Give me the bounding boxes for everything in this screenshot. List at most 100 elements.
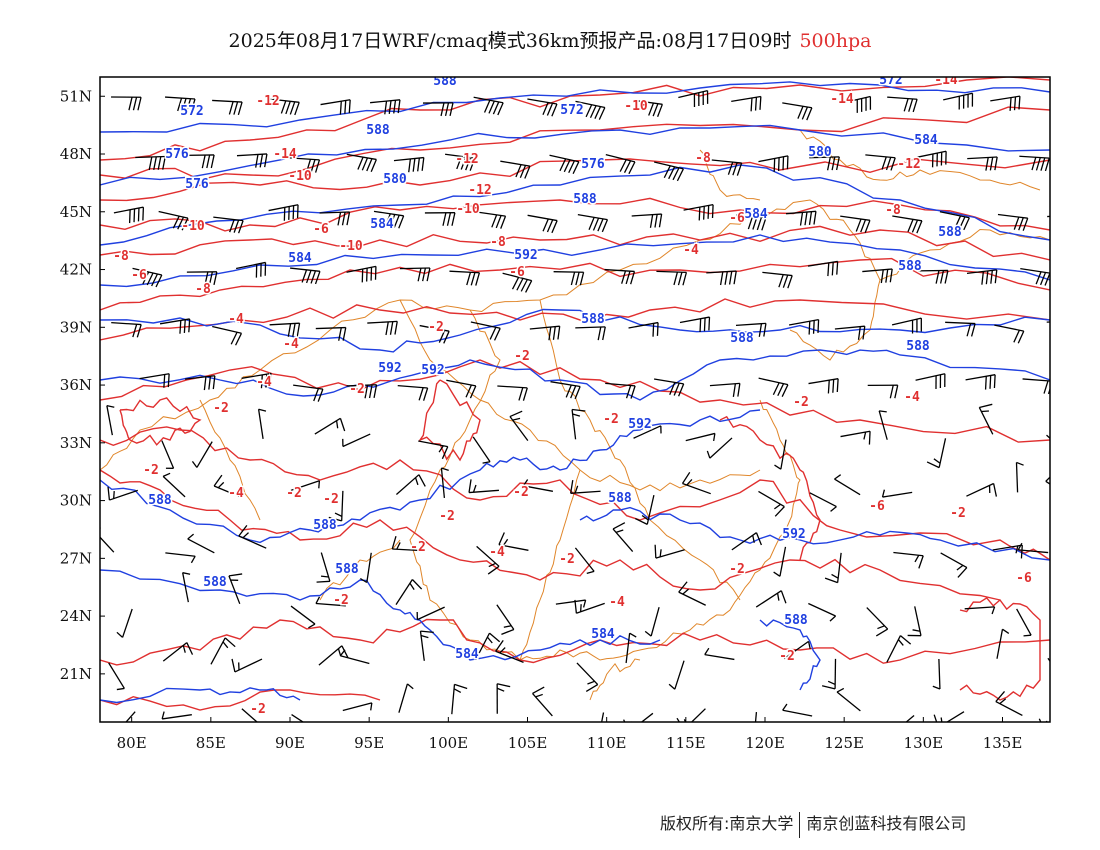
y-tick-label: 45N: [60, 203, 92, 221]
wind-barb: [711, 159, 743, 176]
temperature-contour-label: -2: [428, 320, 444, 335]
temperature-contour: [418, 379, 481, 462]
wind-barb: [475, 211, 507, 229]
wind-barb: [187, 533, 215, 554]
height-contour-label: 588: [898, 259, 922, 274]
temperature-contour-label: -2: [793, 395, 809, 410]
y-tick-label: 42N: [60, 261, 92, 279]
height-contour-label: 580: [808, 145, 832, 160]
wind-barb: [342, 702, 373, 712]
boundary-line: [589, 658, 641, 701]
wind-barb: [113, 206, 145, 224]
y-tick-label: 27N: [60, 549, 92, 567]
temperature-contour-label: -14: [934, 73, 958, 88]
wind-barb: [1015, 461, 1024, 493]
axis-ticks: 80E 85E 90E 95E 100E 105E 110E 115E 120E 125E 130E…: [60, 87, 1023, 752]
wind-barb: [932, 658, 941, 690]
temperature-contour-label: -6: [869, 499, 885, 514]
wind-barb: [996, 628, 1010, 659]
wind-barb: [549, 154, 580, 175]
wind-barb: [905, 714, 915, 722]
map-frame: [99, 76, 1051, 723]
wind-barb: [315, 326, 347, 341]
wind-barb: [422, 102, 454, 117]
wind-barb: [735, 322, 767, 337]
wind-barb: [653, 378, 685, 397]
temperature-contour-label: -8: [113, 249, 129, 264]
wind-barb: [706, 437, 733, 459]
height-contour-label: 584: [370, 217, 394, 232]
wind-barb: [605, 154, 636, 175]
wind-barb: [373, 210, 405, 229]
temperature-contour: [100, 106, 1050, 181]
wind-barb: [269, 322, 301, 337]
wind-barb: [496, 604, 515, 635]
wind-barb: [754, 711, 758, 722]
wind-barb: [834, 474, 861, 496]
height-contour-label: 592: [628, 417, 651, 432]
wind-barb: [892, 215, 923, 234]
wind-barb: [346, 384, 378, 399]
wind-barb: [575, 100, 606, 120]
wind-barb: [370, 99, 401, 115]
wind-barb: [656, 270, 688, 286]
temperature-contour-label: -4: [283, 337, 299, 352]
x-tick-label: 110E: [587, 734, 627, 752]
wind-barb: [886, 635, 912, 663]
height-contour: [100, 409, 761, 544]
wind-barb: [238, 524, 267, 549]
wind-barb: [527, 98, 558, 117]
wind-barb: [785, 210, 817, 226]
wind-barb: [943, 92, 974, 110]
wind-barb: [509, 410, 529, 442]
temperature-contour-label: -2: [323, 492, 339, 507]
wind-barb: [731, 95, 762, 112]
height-contour-label: 588: [203, 575, 227, 590]
wind-barb: [679, 316, 711, 333]
wind-barb: [314, 417, 346, 435]
height-contour-label: 572: [879, 73, 902, 88]
height-contour-label: 584: [744, 207, 768, 222]
temperature-contour-label: -2: [333, 593, 349, 608]
wind-barb: [926, 438, 947, 469]
wind-barb: [108, 662, 125, 691]
wind-barb: [475, 632, 501, 661]
wind-barb: [342, 433, 371, 448]
temperature-contour-label: -2: [729, 562, 745, 577]
temperature-contour-label: -2: [439, 509, 455, 524]
height-contour-label: 588: [784, 613, 808, 628]
height-contour: [100, 81, 1050, 133]
wind-barb: [416, 606, 445, 621]
temperature-contour-label: -10: [624, 99, 648, 114]
wind-barb: [367, 320, 398, 336]
temperature-contour-label: -10: [456, 202, 480, 217]
company-name: 南京创蓝科技有限公司: [806, 814, 967, 833]
y-tick-label: 48N: [60, 145, 92, 163]
temperature-contour-label: -2: [349, 382, 365, 397]
wind-barb: [1051, 581, 1069, 607]
wind-barb: [654, 161, 684, 182]
wind-barb: [497, 385, 528, 401]
temperature-contour-label: -6: [729, 211, 745, 226]
temperature-contour-label: -2: [950, 506, 966, 521]
y-tick-label: 30N: [60, 492, 92, 510]
wind-barb: [397, 384, 429, 401]
temperature-contour: [100, 618, 1050, 666]
height-contour-label: 592: [378, 361, 401, 376]
wind-barb: [840, 430, 871, 445]
wind-barb: [111, 321, 142, 338]
wind-barb: [755, 590, 787, 608]
wind-barb: [966, 269, 998, 285]
wind-barb: [419, 324, 450, 344]
wind-barb: [966, 482, 998, 497]
wind-barb: [1019, 155, 1050, 172]
y-tick-label: 39N: [60, 318, 92, 336]
temperature-contour-label: -10: [288, 169, 312, 184]
wind-barb: [574, 547, 595, 575]
wind-barb: [418, 440, 449, 460]
wind-barb: [1022, 378, 1050, 395]
wind-barb: [1076, 266, 1100, 282]
wind-barb: [502, 272, 533, 293]
wind-barb: [601, 712, 605, 722]
